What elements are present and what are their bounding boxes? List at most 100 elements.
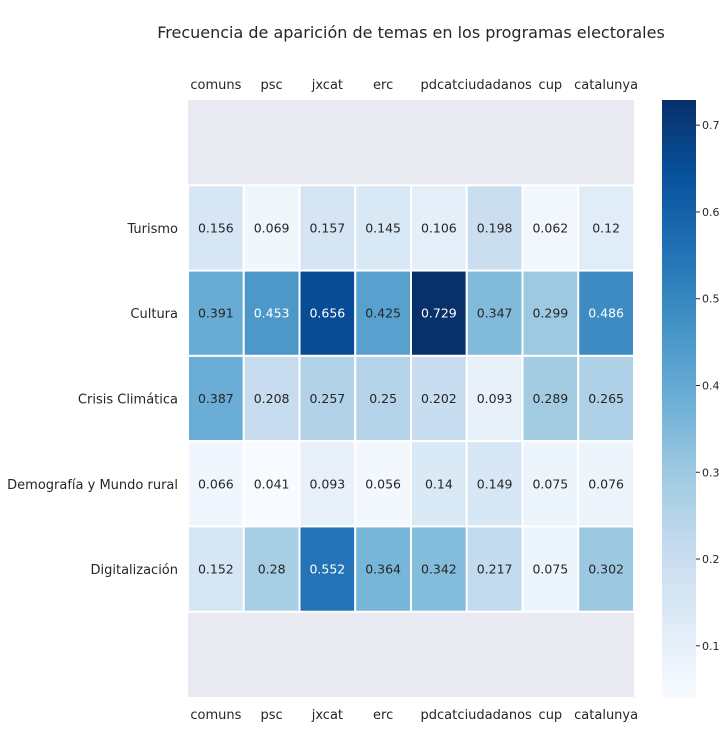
cell-value-label: 0.552 <box>309 562 345 577</box>
heatmap-cell <box>577 184 635 272</box>
heatmap-cell <box>354 269 412 357</box>
heatmap-cell <box>521 354 580 443</box>
column-label-bottom: ciudadanos <box>457 708 532 723</box>
colorbar-ticks: 0.1 0.2 0.3 0.4 0.5 0.6 0.7 <box>696 119 720 653</box>
colorbar-tick-label: 0.5 <box>702 293 720 306</box>
heatmap-cell <box>410 269 468 357</box>
cell-value-label: 0.217 <box>477 562 513 577</box>
cell-value-label: 0.656 <box>309 306 345 321</box>
cell-value-label: 0.066 <box>198 476 234 491</box>
heatmap-cell <box>465 525 524 613</box>
colorbar-tick-label: 0.1 <box>702 640 720 653</box>
row-labels: Turismo Cultura Crisis Climática Demografía… <box>7 222 178 578</box>
column-label-bottom: comuns <box>190 708 241 723</box>
heatmap-cell <box>242 354 301 443</box>
heatmap-cell <box>577 354 635 443</box>
column-label-bottom: jxcat <box>311 708 343 723</box>
column-label-bottom: cup <box>539 708 563 723</box>
cell-value-label: 0.093 <box>309 476 345 491</box>
cell-value-label: 0.076 <box>588 476 624 491</box>
cell-value-label: 0.425 <box>365 306 401 321</box>
heatmap-cell <box>298 354 357 443</box>
heatmap-cell <box>187 440 245 528</box>
heatmap-cell <box>187 354 245 443</box>
cell-value-label: 0.387 <box>198 391 234 406</box>
heatmap-cell <box>410 354 468 443</box>
heatmap-cells <box>187 184 635 613</box>
cell-value-label: 0.299 <box>532 306 568 321</box>
heatmap-cell <box>298 525 357 613</box>
cell-value-label: 0.145 <box>365 220 401 235</box>
column-label-top: ciudadanos <box>457 78 532 93</box>
cell-value-label: 0.157 <box>309 220 345 235</box>
cell-value-label: 0.093 <box>477 391 513 406</box>
heatmap-cell <box>577 440 635 528</box>
column-label-bottom: pdcat <box>421 708 458 723</box>
cell-value-label: 0.347 <box>477 306 513 321</box>
colorbar <box>662 100 696 697</box>
heatmap-cell-labels: 0.156 0.069 0.157 0.145 0.106 0.198 0.062 0.12 0… <box>198 220 624 576</box>
cell-value-label: 0.729 <box>421 306 457 321</box>
column-label-bottom: psc <box>261 708 283 723</box>
cell-value-label: 0.106 <box>421 220 457 235</box>
cell-value-label: 0.486 <box>588 306 624 321</box>
colorbar-tick-label: 0.4 <box>702 379 720 392</box>
heatmap-cell <box>242 269 301 357</box>
heatmap-cell <box>465 269 524 357</box>
column-label-bottom: erc <box>373 708 393 723</box>
column-labels-bottom: comuns psc jxcat erc pdcat ciudadanos cup catal… <box>190 708 638 723</box>
row-label: Cultura <box>130 307 178 322</box>
column-label-top: cup <box>539 78 563 93</box>
row-label: Turismo <box>126 222 178 237</box>
heatmap-cell <box>242 184 301 272</box>
column-labels-top: comuns psc jxcat erc pdcat ciudadanos cup catal… <box>190 78 638 93</box>
cell-value-label: 0.289 <box>532 391 568 406</box>
column-label-top: psc <box>261 78 283 93</box>
heatmap-cell <box>465 440 524 528</box>
cell-value-label: 0.25 <box>369 391 397 406</box>
cell-value-label: 0.14 <box>425 476 453 491</box>
cell-value-label: 0.364 <box>365 562 401 577</box>
cell-value-label: 0.152 <box>198 562 234 577</box>
cell-value-label: 0.302 <box>588 562 624 577</box>
row-label: Demografía y Mundo rural <box>7 478 178 493</box>
column-label-top: pdcat <box>421 78 458 93</box>
row-label: Digitalización <box>90 563 178 578</box>
row-label: Crisis Climática <box>78 393 178 408</box>
cell-value-label: 0.342 <box>421 562 457 577</box>
colorbar-tick-label: 0.6 <box>702 206 720 219</box>
cell-value-label: 0.12 <box>592 220 620 235</box>
cell-value-label: 0.156 <box>198 220 234 235</box>
cell-value-label: 0.28 <box>258 562 286 577</box>
colorbar-tick-label: 0.2 <box>702 553 720 566</box>
colorbar-tick-label: 0.7 <box>702 119 720 132</box>
column-label-top: comuns <box>190 78 241 93</box>
heatmap-cell <box>187 525 245 613</box>
cell-value-label: 0.208 <box>254 391 290 406</box>
heatmap-cell <box>187 184 245 272</box>
cell-value-label: 0.075 <box>532 476 568 491</box>
cell-value-label: 0.056 <box>365 476 401 491</box>
heatmap-cell <box>187 269 245 357</box>
cell-value-label: 0.149 <box>477 476 513 491</box>
cell-value-label: 0.265 <box>588 391 624 406</box>
heatmap-cell <box>577 269 635 357</box>
cell-value-label: 0.069 <box>254 220 290 235</box>
chart-title: Frecuencia de aparición de temas en los … <box>157 23 665 42</box>
heatmap-cell <box>521 269 580 357</box>
heatmap-cell <box>521 525 580 613</box>
column-label-top: jxcat <box>311 78 343 93</box>
cell-value-label: 0.391 <box>198 306 234 321</box>
cell-value-label: 0.257 <box>309 391 345 406</box>
heatmap-cell <box>298 184 357 272</box>
column-label-top: erc <box>373 78 393 93</box>
cell-value-label: 0.062 <box>532 220 568 235</box>
cell-value-label: 0.041 <box>254 476 290 491</box>
column-label-top: catalunya <box>574 78 638 93</box>
column-label-bottom: catalunya <box>574 708 638 723</box>
cell-value-label: 0.202 <box>421 391 457 406</box>
colorbar-tick-label: 0.3 <box>702 466 720 479</box>
heatmap-cell <box>577 525 635 613</box>
heatmap-cell <box>242 440 301 528</box>
